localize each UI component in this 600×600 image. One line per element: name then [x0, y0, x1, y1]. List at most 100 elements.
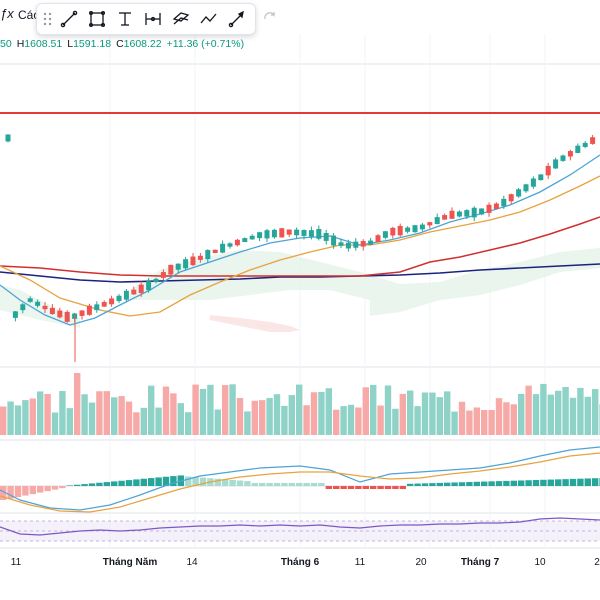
candle-body: [493, 203, 499, 209]
rectangle-icon[interactable]: [83, 5, 111, 33]
macd-histogram-bar: [259, 483, 266, 486]
volume-bar: [510, 404, 517, 435]
macd-histogram-bar: [214, 478, 221, 486]
ma-long-line: [0, 263, 600, 283]
macd-histogram-bar: [251, 483, 258, 486]
volume-bar: [584, 396, 591, 435]
volume-bar: [266, 398, 273, 435]
volume-bar: [421, 392, 429, 435]
macd-pane: [0, 446, 600, 513]
trend-line-icon[interactable]: [55, 5, 83, 33]
arrow-icon[interactable]: [223, 5, 251, 33]
candle-body: [501, 198, 507, 207]
macd-histogram-bar: [266, 483, 273, 486]
macd-histogram-bar: [555, 479, 562, 486]
volume-bar: [310, 392, 318, 435]
candle-body: [368, 240, 374, 245]
candle-body: [538, 174, 544, 181]
macd-histogram-bar: [444, 482, 451, 486]
candle-body: [160, 272, 166, 278]
macd-histogram-bar: [199, 477, 207, 486]
fx-icon[interactable]: ƒx: [0, 6, 14, 21]
candle-body: [590, 137, 596, 144]
candle-body: [212, 249, 218, 254]
macd-histogram-bar: [340, 486, 347, 489]
volume-bar: [592, 389, 599, 435]
candle-body: [308, 230, 314, 237]
macd-signal-line: [0, 452, 600, 513]
candle-body: [553, 159, 559, 169]
candle-body: [234, 239, 240, 246]
candle-body: [471, 207, 477, 218]
volume-bar: [392, 408, 399, 435]
candle-body: [449, 210, 455, 219]
macd-histogram-bar: [451, 482, 458, 486]
measure-icon[interactable]: [139, 5, 167, 33]
rsi-pane: [0, 517, 600, 542]
volume-bar: [399, 393, 406, 435]
macd-histogram-bar: [170, 476, 177, 486]
volume-bar: [562, 386, 569, 435]
macd-histogram-bar: [407, 483, 414, 486]
text-icon[interactable]: [111, 5, 139, 33]
volume-bar: [577, 387, 584, 435]
high-value: 1608.51: [24, 38, 63, 50]
macd-histogram-bar: [96, 482, 103, 486]
macd-histogram-bar: [244, 481, 251, 486]
macd-histogram-bar: [51, 486, 59, 490]
candle-body: [175, 263, 181, 270]
volume-bar: [355, 407, 362, 435]
candle-body: [257, 232, 263, 239]
volume-bar: [466, 410, 473, 435]
macd-histogram-bar: [584, 478, 591, 486]
volume-bar: [259, 400, 266, 435]
candle-body: [382, 231, 388, 238]
macd-histogram-bar: [185, 476, 192, 486]
redo-icon[interactable]: [262, 8, 278, 24]
macd-histogram-bar: [495, 481, 503, 486]
candle-body: [286, 229, 292, 235]
volume-bar: [340, 406, 347, 435]
candle-body: [412, 225, 418, 233]
macd-histogram-bar: [532, 480, 540, 486]
volume-bar: [162, 386, 170, 435]
candle-body: [205, 250, 211, 260]
volume-bar: [222, 385, 229, 435]
drag-handle-icon[interactable]: [41, 4, 55, 34]
macd-histogram-bar: [125, 480, 133, 486]
volume-bar: [214, 409, 221, 435]
candle-body: [12, 311, 18, 318]
x-tick-label: Tháng 6: [280, 557, 320, 568]
macd-histogram-bar: [481, 481, 488, 486]
brush-icon[interactable]: [167, 5, 195, 33]
candle-body: [390, 227, 396, 236]
volume-bar: [170, 393, 177, 435]
candle-body: [264, 230, 270, 239]
path-icon[interactable]: [195, 5, 223, 33]
candle-body: [405, 227, 411, 232]
macd-histogram-bar: [458, 482, 466, 486]
volume-bar: [81, 394, 88, 435]
candle-body: [168, 264, 174, 275]
volume-bar: [444, 391, 451, 435]
x-tick-label: 14: [186, 557, 198, 568]
macd-histogram-bar: [540, 479, 547, 486]
volume-bar: [555, 390, 562, 435]
macd-histogram-bar: [303, 483, 310, 486]
candle-body: [301, 229, 307, 236]
candle-body: [434, 217, 440, 224]
volume-bar: [481, 410, 488, 435]
indicators-button-label[interactable]: Các: [18, 8, 40, 22]
macd-histogram-bar: [155, 477, 162, 486]
volume-bar: [14, 405, 22, 435]
candle-body: [516, 189, 522, 197]
macd-histogram-bar: [362, 486, 369, 489]
candle-body: [345, 242, 351, 249]
volume-bar: [66, 408, 73, 435]
volume-bar: [525, 385, 532, 435]
candle-body: [94, 304, 100, 311]
macd-histogram-bar: [118, 480, 125, 486]
volume-bar: [96, 391, 103, 435]
volume-bar: [125, 401, 133, 435]
